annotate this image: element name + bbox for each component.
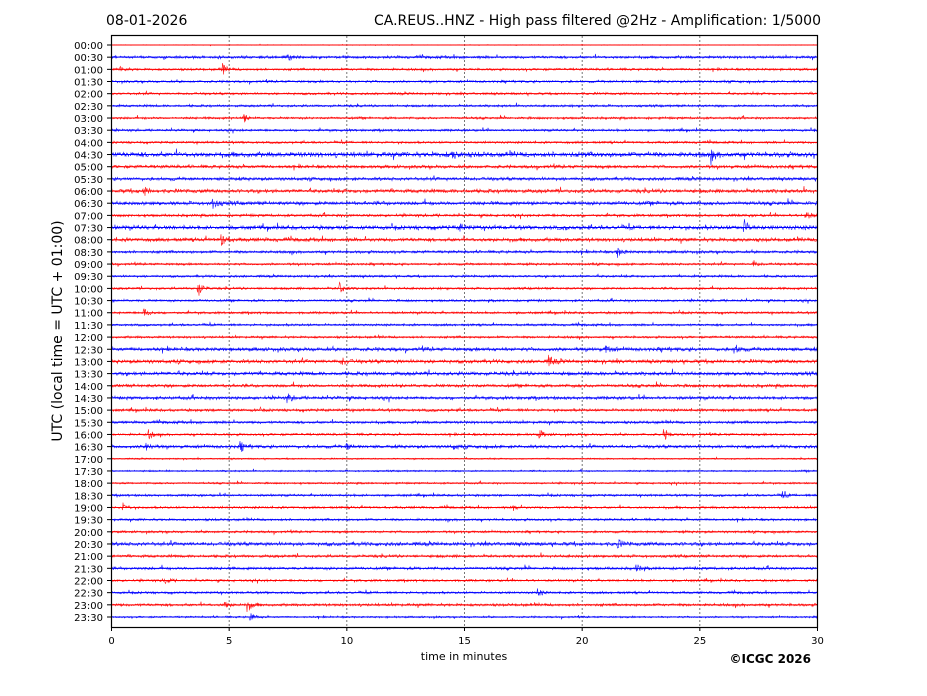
y-tick-label: 17:00	[74, 455, 103, 466]
y-tick-label: 10:30	[74, 297, 103, 308]
trace-0800	[111, 234, 818, 246]
seismic-traces	[111, 43, 818, 621]
y-axis-label: UTC (local time = UTC + 01:00)	[50, 220, 66, 441]
y-tick-label: 19:30	[74, 516, 103, 527]
y-tick-label: 13:00	[74, 357, 103, 368]
y-tick-label: 17:30	[74, 467, 103, 478]
x-tick-label: 15	[458, 636, 471, 647]
y-tick-label: 23:30	[74, 613, 103, 624]
x-tick-label: 10	[340, 636, 353, 647]
y-tick-label: 20:30	[74, 540, 103, 551]
y-tick-label: 05:00	[74, 163, 103, 174]
y-tick-label: 12:00	[74, 333, 103, 344]
y-tick-label: 15:30	[74, 418, 103, 429]
y-tick-label: 18:30	[74, 491, 103, 502]
y-tick-label: 03:00	[74, 114, 103, 125]
y-tick-label: 02:00	[74, 90, 103, 101]
grid-lines	[228, 36, 701, 627]
x-tick-label: 0	[108, 636, 114, 647]
trace-0330	[111, 126, 818, 134]
x-axis-label: time in minutes	[421, 650, 508, 663]
y-tick-label: 11:30	[74, 321, 103, 332]
y-tick-label: 09:00	[74, 260, 103, 271]
y-tick-label: 16:30	[74, 443, 103, 454]
chart-title: CA.REUS..HNZ - High pass filtered @2Hz -…	[374, 13, 821, 29]
y-tick-label: 08:30	[74, 248, 103, 259]
copyright: ©ICGC 2026	[729, 652, 811, 666]
y-tick-label: 00:30	[74, 53, 103, 64]
x-tick-label: 5	[226, 636, 232, 647]
y-tick-label: 05:30	[74, 175, 103, 186]
y-tick-label: 22:00	[74, 576, 103, 587]
y-tick-label: 00:00	[74, 41, 103, 52]
chart-date: 08-01-2026	[106, 13, 187, 29]
y-tick-label: 04:30	[74, 151, 103, 162]
y-tick-label: 08:00	[74, 236, 103, 247]
y-tick-label: 02:30	[74, 102, 103, 113]
y-tick-label: 22:30	[74, 589, 103, 600]
trace-2300	[111, 601, 818, 613]
y-tick-label: 20:00	[74, 528, 103, 539]
y-tick-label: 15:00	[74, 406, 103, 417]
y-tick-label: 09:30	[74, 272, 103, 283]
y-tick-label: 10:00	[74, 284, 103, 295]
y-tick-label: 23:00	[74, 601, 103, 612]
y-tick-label: 18:00	[74, 479, 103, 490]
trace-0730	[111, 219, 818, 233]
x-axis: 0 5 10 15 20 25 30	[108, 627, 824, 647]
trace-0130	[111, 78, 818, 86]
x-tick-label: 25	[693, 636, 706, 647]
x-tick-label: 20	[576, 636, 589, 647]
y-tick-label: 12:30	[74, 345, 103, 356]
y-tick-label: 14:00	[74, 382, 103, 393]
y-tick-label: 01:30	[74, 78, 103, 89]
y-tick-label: 07:00	[74, 211, 103, 222]
y-tick-label: 04:00	[74, 138, 103, 149]
y-tick-label: 13:30	[74, 370, 103, 381]
y-tick-label: 14:30	[74, 394, 103, 405]
y-tick-label: 06:30	[74, 199, 103, 210]
x-tick-label: 30	[811, 636, 824, 647]
y-tick-label: 21:30	[74, 564, 103, 575]
y-tick-label: 03:30	[74, 126, 103, 137]
y-tick-label: 07:30	[74, 224, 103, 235]
y-tick-label: 16:00	[74, 430, 103, 441]
y-tick-label: 21:00	[74, 552, 103, 563]
y-tick-label: 01:00	[74, 65, 103, 76]
y-tick-label: 06:00	[74, 187, 103, 198]
y-tick-label: 11:00	[74, 309, 103, 320]
y-tick-label: 19:00	[74, 503, 103, 514]
